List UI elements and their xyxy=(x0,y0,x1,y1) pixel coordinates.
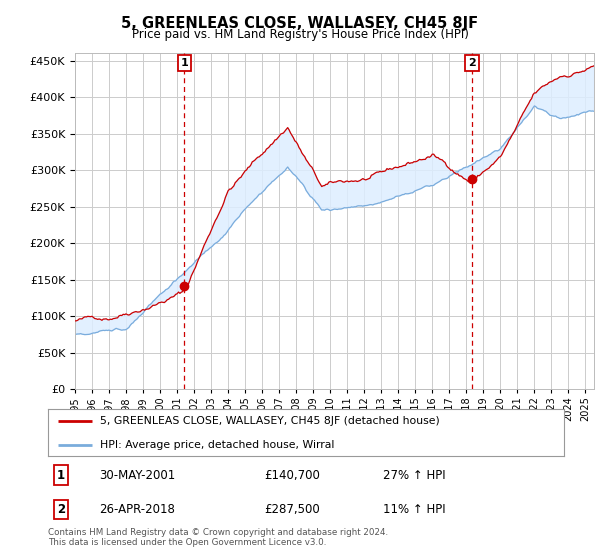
Text: Contains HM Land Registry data © Crown copyright and database right 2024.
This d: Contains HM Land Registry data © Crown c… xyxy=(48,528,388,547)
Text: 11% ↑ HPI: 11% ↑ HPI xyxy=(383,503,446,516)
Text: £287,500: £287,500 xyxy=(265,503,320,516)
Text: 30-MAY-2001: 30-MAY-2001 xyxy=(100,469,176,482)
Text: 1: 1 xyxy=(181,58,188,68)
Text: 1: 1 xyxy=(57,469,65,482)
Text: Price paid vs. HM Land Registry's House Price Index (HPI): Price paid vs. HM Land Registry's House … xyxy=(131,28,469,41)
Text: 27% ↑ HPI: 27% ↑ HPI xyxy=(383,469,446,482)
Text: £140,700: £140,700 xyxy=(265,469,320,482)
Text: 2: 2 xyxy=(468,58,476,68)
Text: HPI: Average price, detached house, Wirral: HPI: Average price, detached house, Wirr… xyxy=(100,440,334,450)
Text: 5, GREENLEAS CLOSE, WALLASEY, CH45 8JF: 5, GREENLEAS CLOSE, WALLASEY, CH45 8JF xyxy=(121,16,479,31)
Text: 5, GREENLEAS CLOSE, WALLASEY, CH45 8JF (detached house): 5, GREENLEAS CLOSE, WALLASEY, CH45 8JF (… xyxy=(100,416,439,426)
Text: 26-APR-2018: 26-APR-2018 xyxy=(100,503,175,516)
Text: 2: 2 xyxy=(57,503,65,516)
